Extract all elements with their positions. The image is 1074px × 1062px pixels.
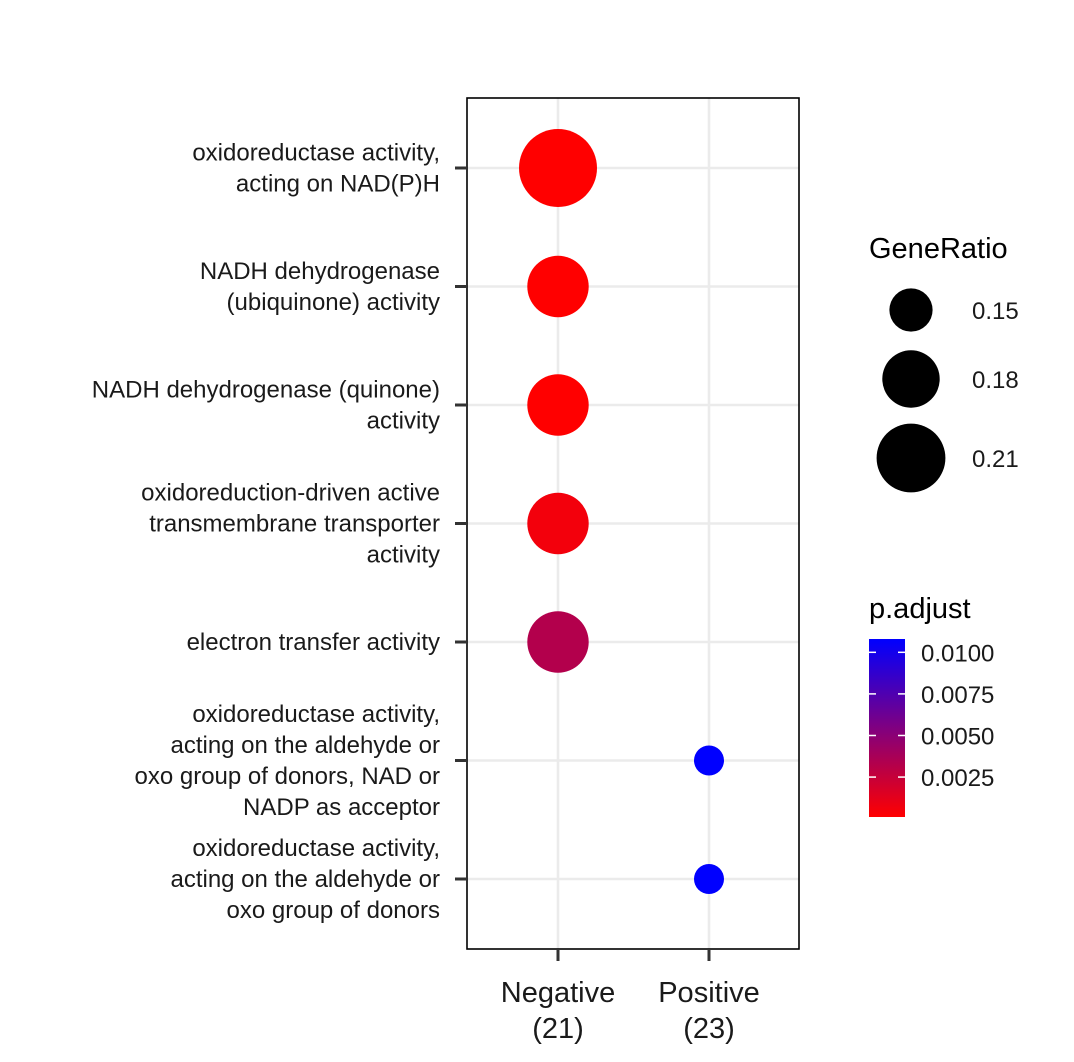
y-tick-label: oxo group of donors <box>227 897 440 924</box>
y-tick-label: oxidoreduction-driven active <box>141 480 440 507</box>
size-legend-key <box>889 288 933 332</box>
y-tick-label: NADP as acceptor <box>243 794 440 821</box>
size-legend-label: 0.15 <box>972 298 1019 325</box>
y-tick-label: oxidoreductase activity, <box>192 835 440 862</box>
color-legend-title: p.adjust <box>869 593 971 625</box>
color-legend-bar <box>869 639 905 817</box>
axes: oxidoreductase activity, acting on NAD(P)… <box>92 140 760 1046</box>
color-legend-label: 0.0100 <box>921 640 994 667</box>
size-legend-label: 0.18 <box>972 367 1019 394</box>
x-tick-label: Negative <box>501 977 615 1009</box>
y-tick-label: acting on the aldehyde or <box>170 866 440 893</box>
y-tick-label: NADH dehydrogenase <box>200 258 440 285</box>
y-tick-label: activity <box>367 408 440 435</box>
data-point <box>694 745 724 776</box>
data-point <box>519 129 597 207</box>
y-tick-label: (ubiquinone) activity <box>227 289 440 316</box>
grid-lines <box>467 98 799 949</box>
y-tick-label: electron transfer activity <box>187 629 440 656</box>
size-legend-label: 0.21 <box>972 446 1019 473</box>
color-legend-label: 0.0050 <box>921 724 994 751</box>
size-legend-title: GeneRatio <box>869 233 1008 265</box>
data-point <box>527 611 589 673</box>
size-legend-key <box>876 423 946 493</box>
x-tick-label-count: (21) <box>532 1013 584 1045</box>
y-tick-label: oxidoreductase activity, <box>192 701 440 728</box>
data-point <box>694 864 724 894</box>
color-legend-label: 0.0025 <box>921 765 994 792</box>
data-point <box>527 492 589 555</box>
y-tick-label: NADH dehydrogenase (quinone) <box>92 377 440 404</box>
size-legend-key <box>882 350 940 408</box>
y-tick-label: acting on the aldehyde or <box>170 732 440 759</box>
y-tick-label: acting on NAD(P)H <box>236 171 440 198</box>
data-point <box>527 374 589 436</box>
y-tick-label: transmembrane transporter <box>149 511 440 538</box>
x-tick-label-count: (23) <box>683 1013 735 1045</box>
color-legend-label: 0.0075 <box>921 682 994 709</box>
data-points <box>519 129 724 894</box>
y-tick-label: oxidoreductase activity, <box>192 140 440 167</box>
y-tick-label: oxo group of donors, NAD or <box>135 763 441 790</box>
x-tick-label: Positive <box>658 977 760 1009</box>
legends: GeneRatio 0.15 0.18 0.21 p.adjust 0.0100 0.007… <box>869 233 1019 817</box>
y-tick-label: activity <box>367 542 440 569</box>
data-point <box>527 255 589 318</box>
